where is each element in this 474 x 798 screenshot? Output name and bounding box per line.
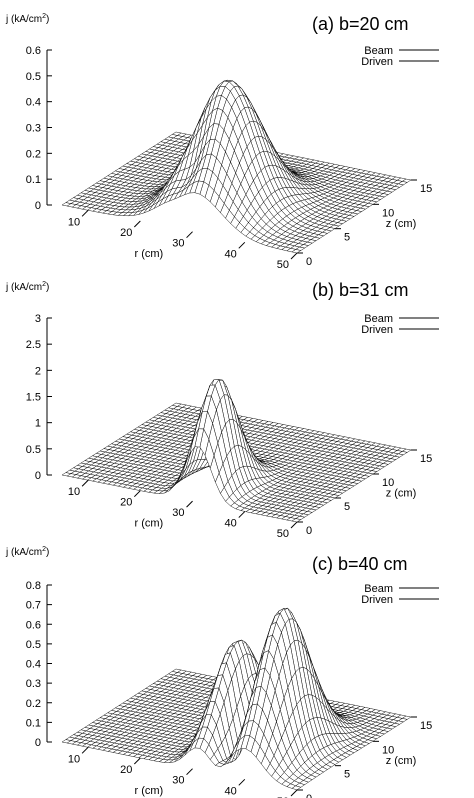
z-tick-label: 0.1 [26, 717, 41, 729]
legend-label: Driven [361, 594, 393, 606]
r-tick-label: 20 [120, 227, 132, 239]
depth-axis-label: z (cm) [386, 487, 417, 499]
depth-tick-label: 10 [382, 477, 394, 489]
r-tick-label: 10 [68, 486, 80, 498]
z-tick-label: 0 [35, 737, 41, 749]
r-tick [290, 789, 298, 797]
r-tick [81, 209, 89, 217]
depth-tick-label: 15 [420, 453, 432, 465]
z-tick-label: 0.4 [26, 659, 41, 671]
z-tick-label: 3 [35, 313, 41, 325]
z-tick-label: 0.5 [26, 639, 41, 651]
depth-tick-label: 0 [306, 793, 312, 798]
surface-mesh [61, 79, 412, 254]
surface-mesh [61, 379, 412, 523]
r-tick-label: 10 [68, 216, 80, 228]
depth-tick-label: 5 [344, 501, 350, 513]
r-tick [133, 220, 141, 228]
r-tick [133, 490, 141, 498]
legend-label: Driven [361, 324, 393, 336]
r-axis: 10 20 30 40 50 r (cm) [68, 209, 298, 271]
r-tick [238, 511, 246, 518]
r-tick-label: 10 [68, 753, 80, 765]
zlabel-a: j (kA/cm2) [5, 13, 49, 25]
legend-label: Beam [364, 45, 393, 57]
r-tick [238, 778, 246, 786]
depth-axis-label: z (cm) [386, 218, 417, 230]
r-axis-label: r (cm) [135, 518, 164, 530]
z-tick-label: 0.1 [26, 174, 41, 186]
z-tick-label: 2 [35, 365, 41, 377]
r-tick-label: 30 [172, 238, 184, 250]
r-tick-label: 40 [225, 785, 237, 797]
z-tick-label: 0.3 [26, 678, 41, 690]
zlabel-b: j (kA/cm2) [5, 281, 49, 293]
z-axis: 0 0.5 1 1.5 2 2.5 3 [26, 313, 52, 482]
r-tick [186, 768, 193, 776]
r-tick [81, 746, 89, 754]
z-tick-label: 0.5 [26, 444, 41, 456]
z-tick-label: 0.3 [26, 123, 41, 135]
surface-cell [61, 202, 72, 207]
r-tick [290, 252, 298, 260]
r-tick [133, 757, 141, 765]
z-tick-label: 0.6 [26, 619, 41, 631]
r-tick-label: 50 [277, 259, 289, 271]
r-axis: 10 20 30 40 50 r (cm) [68, 479, 298, 540]
surface-mesh [61, 607, 412, 791]
z-tick-label: 0.8 [26, 580, 41, 592]
depth-axis-label: z (cm) [386, 755, 417, 767]
depth-tick-label: 10 [382, 207, 394, 219]
panel-a: j (kA/cm2) (a) b=20 cm 00.10.20.30.40.50… [5, 13, 439, 271]
z-tick-label: 0.2 [26, 148, 41, 160]
r-tick [290, 521, 298, 529]
r-tick-label: 50 [277, 528, 289, 540]
z-tick-label: 0 [35, 470, 41, 482]
title-c: (c) b=40 cm [312, 554, 408, 574]
z-tick-label: 0.6 [26, 45, 41, 57]
depth-tick-label: 15 [420, 720, 432, 732]
title-b: (b) b=31 cm [312, 280, 409, 300]
depth-axis: 0 5 10 15 z (cm) [297, 449, 432, 537]
r-axis-label: r (cm) [135, 785, 164, 797]
z-tick-label: 1.5 [26, 392, 41, 404]
z-axis: 0 0.1 0.2 0.3 0.4 0.5 0.6 [26, 45, 52, 212]
r-tick-label: 30 [172, 507, 184, 519]
panel-b: j (kA/cm2) (b) b=31 cm 0 0.5 1 1.5 2 2.5 3 10 20… [5, 280, 439, 540]
panel-c: j (kA/cm2) (c) b=40 cm 00.10.20.30.40.50… [5, 546, 439, 798]
z-tick-label: 1 [35, 418, 41, 430]
r-tick [238, 241, 246, 249]
depth-tick-label: 0 [306, 525, 312, 537]
depth-tick-label: 15 [420, 183, 432, 195]
r-tick-label: 30 [172, 775, 184, 787]
depth-tick-label: 0 [306, 256, 312, 268]
r-tick [81, 479, 89, 487]
z-tick-label: 0.2 [26, 698, 41, 710]
depth-tick-label: 5 [344, 232, 350, 244]
r-tick-label: 20 [120, 764, 132, 776]
zlabel-c: j (kA/cm2) [5, 546, 49, 558]
legend-label: Driven [361, 56, 393, 68]
r-tick [186, 231, 193, 239]
r-tick [186, 500, 193, 508]
z-axis: 0 0.1 0.2 0.3 0.4 0.5 0.6 0.7 0.8 [26, 580, 52, 749]
z-tick-label: 0.4 [26, 97, 41, 109]
r-tick-label: 20 [120, 497, 132, 509]
depth-axis: 0 5 10 15 z (cm) [297, 179, 432, 268]
z-tick-label: 0 [35, 200, 41, 212]
title-a: (a) b=20 cm [312, 14, 409, 34]
z-tick-label: 2.5 [26, 339, 41, 351]
z-tick-label: 0.5 [26, 71, 41, 83]
r-axis-label: r (cm) [135, 248, 164, 260]
z-tick-label: 0.7 [26, 600, 41, 612]
depth-tick-label: 5 [344, 769, 350, 781]
r-tick-label: 40 [225, 248, 237, 260]
r-tick-label: 40 [225, 518, 237, 530]
